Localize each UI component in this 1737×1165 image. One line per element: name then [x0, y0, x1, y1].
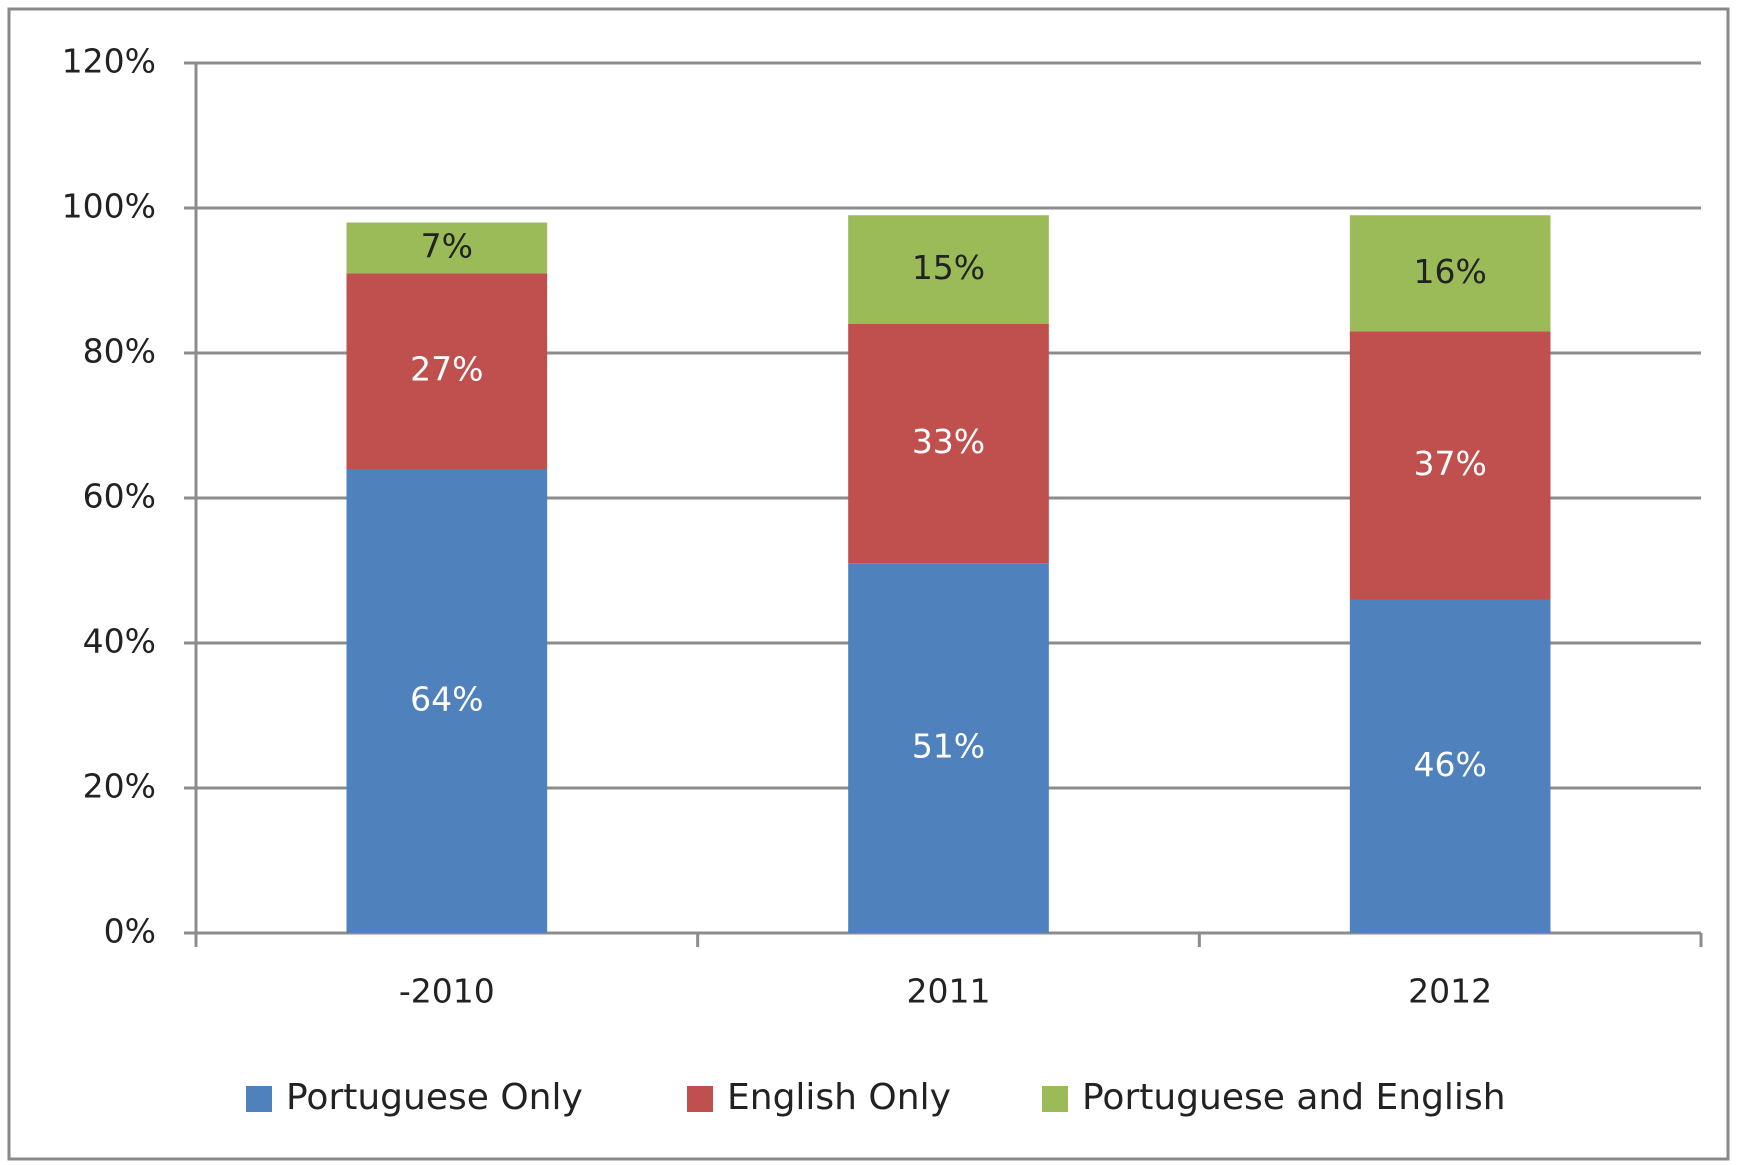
bar-segment [848, 215, 1049, 324]
y-tick-label: 20% [83, 767, 156, 806]
legend-label: Portuguese Only [286, 1077, 583, 1118]
value-label: 16% [1413, 252, 1486, 291]
x-tick-label: 2011 [907, 972, 991, 1011]
value-label: 7% [421, 226, 473, 265]
x-tick-label: 2012 [1408, 972, 1492, 1011]
bar-segment [346, 469, 548, 933]
value-label: 64% [410, 680, 483, 719]
y-tick-label: 40% [83, 622, 156, 661]
bar-segment [1349, 215, 1551, 332]
bar-segment [1349, 331, 1551, 600]
y-tick-label: 100% [62, 187, 156, 226]
value-label: 33% [912, 422, 985, 461]
x-tick-label: -2010 [399, 972, 495, 1011]
bar-segment [346, 273, 548, 469]
y-tick-label: 0% [104, 912, 156, 951]
legend-label: Portuguese and English [1082, 1077, 1506, 1118]
bar-segment [848, 563, 1049, 933]
value-label: 46% [1413, 745, 1486, 784]
y-tick-label: 80% [83, 332, 156, 371]
value-label: 27% [410, 350, 483, 389]
legend-label: English Only [727, 1077, 951, 1118]
value-label: 15% [912, 248, 985, 287]
y-tick-label: 60% [83, 477, 156, 516]
bar-segment [848, 324, 1049, 564]
legend-swatch [1042, 1086, 1068, 1112]
bar-segment [346, 222, 548, 274]
legend-swatch [246, 1086, 272, 1112]
bar-segment [1349, 599, 1551, 933]
legend-swatch [687, 1086, 713, 1112]
value-label: 37% [1413, 444, 1486, 483]
y-tick-label: 120% [62, 42, 156, 81]
value-label: 51% [912, 727, 985, 766]
